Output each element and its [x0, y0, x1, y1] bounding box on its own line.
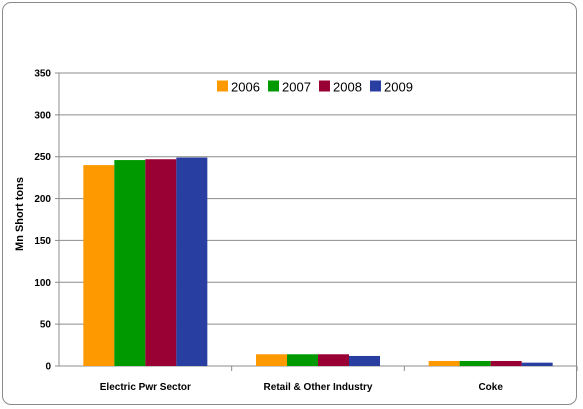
bar-2009-3	[521, 362, 553, 366]
legend: 2006 2007 2008 2009	[217, 80, 413, 95]
y-tick-label: 150	[34, 236, 51, 247]
x-category-label: Coke	[478, 382, 503, 393]
y-tick-label: 100	[34, 278, 51, 289]
x-category-label: Retail & Other Industry	[264, 382, 373, 393]
legend-label-2007: 2007	[282, 80, 311, 95]
legend-swatch-2009	[370, 80, 381, 92]
y-tick-label: 200	[34, 194, 51, 205]
bar-2007-3	[459, 360, 491, 366]
legend-swatch-2007	[268, 80, 279, 92]
legend-label-2006: 2006	[231, 80, 260, 95]
bar-2008-2	[318, 354, 349, 366]
y-tick-label: 250	[34, 152, 51, 163]
y-tick-label: 300	[34, 110, 51, 121]
x-category-label: Electric Pwr Sector	[100, 382, 191, 393]
y-axis-title: Mn Short tons	[14, 177, 26, 251]
bar-2009-2	[349, 355, 380, 366]
bars	[83, 157, 553, 366]
axis-labels: 0 50 100 150 200 250 300 350 Electric Pwr Sector…	[34, 69, 503, 394]
bar-2007-2	[287, 354, 318, 366]
bar-2006-3	[428, 360, 460, 366]
legend-swatch-2008	[319, 80, 330, 92]
bar-2008-3	[490, 360, 522, 366]
legend-label-2009: 2009	[384, 80, 413, 95]
bar-2006-1	[83, 165, 115, 366]
bar-2009-1	[176, 157, 208, 366]
y-tick-label: 50	[40, 320, 52, 331]
legend-label-2008: 2008	[333, 80, 362, 95]
bar-2008-1	[145, 159, 177, 366]
y-tick-label: 350	[34, 69, 51, 80]
legend-swatch-2006	[217, 80, 228, 92]
bar-2007-1	[114, 160, 146, 366]
y-tick-label: 0	[45, 362, 51, 373]
bar-2006-2	[256, 354, 287, 366]
